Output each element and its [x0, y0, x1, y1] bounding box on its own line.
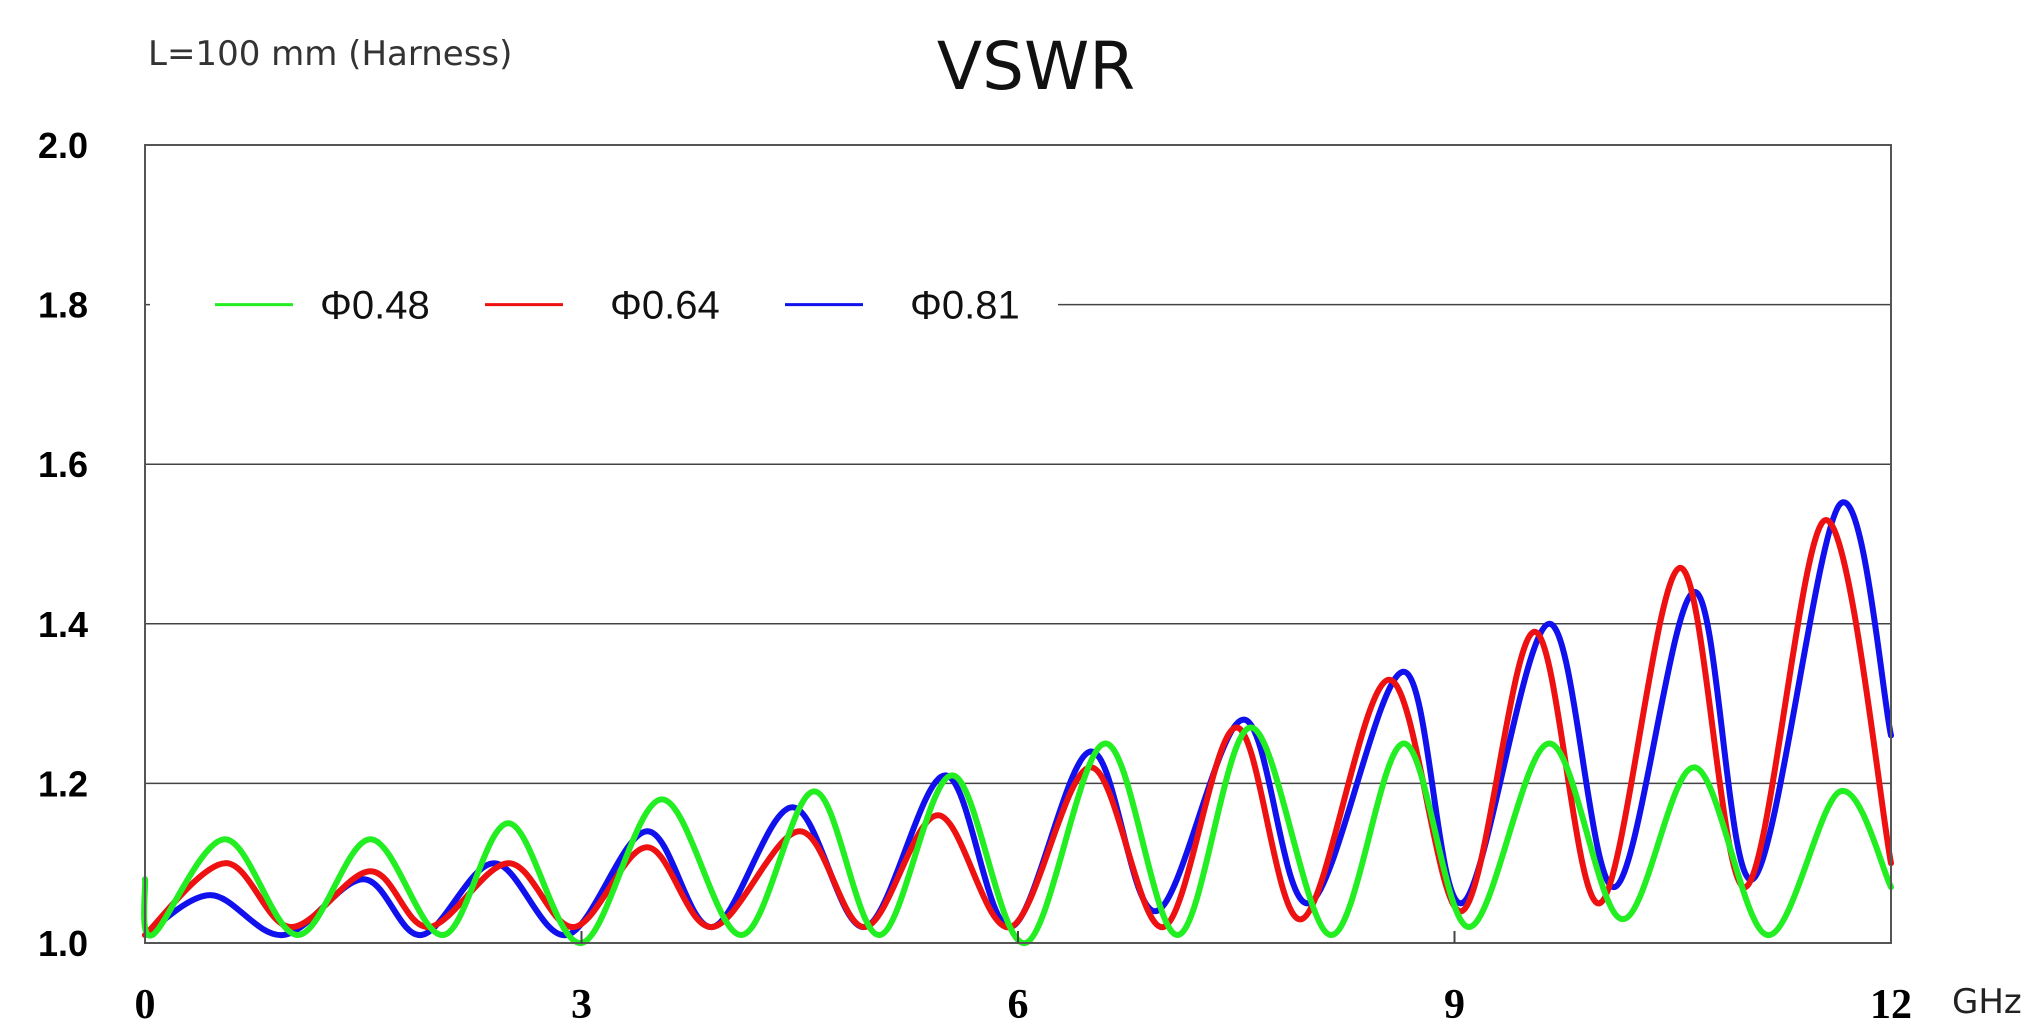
y-tick-label: 1.4 — [38, 604, 88, 645]
plot-frame — [144, 144, 1892, 944]
y-tick-label: 1.0 — [38, 923, 88, 964]
legend: Φ0.48 Φ0.64 Φ0.81 — [150, 272, 1058, 337]
legend-label: Φ0.48 — [320, 284, 430, 328]
series-lines — [141, 499, 1894, 946]
y-tick-label: 1.6 — [38, 444, 88, 485]
axis-labels: 1.0 1.2 1.4 1.6 1.8 2.0 0 3 6 9 12 GHz — [38, 125, 2022, 1024]
x-tick-label: 3 — [571, 982, 592, 1024]
series-line-3 — [142, 499, 1894, 939]
chart-title: VSWR — [936, 28, 1136, 105]
harness-length-note: L=100 mm (Harness) — [148, 34, 513, 74]
y-tick-label: 2.0 — [38, 125, 88, 166]
y-tick-label: 1.2 — [38, 763, 88, 804]
legend-background — [150, 272, 1058, 337]
series-line-1 — [141, 724, 1894, 946]
x-tick-label: 6 — [1008, 982, 1029, 1024]
y-tick-label: 1.8 — [38, 285, 88, 326]
x-tick-label: 0 — [135, 982, 156, 1024]
grid-lines — [145, 303, 1891, 785]
legend-label: Φ0.81 — [910, 284, 1020, 328]
x-unit-label: GHz — [1952, 982, 2022, 1022]
x-tick-label: 12 — [1870, 982, 1912, 1024]
x-tick-label: 9 — [1444, 982, 1465, 1024]
legend-label: Φ0.64 — [610, 284, 720, 328]
series-line-2 — [142, 517, 1894, 938]
